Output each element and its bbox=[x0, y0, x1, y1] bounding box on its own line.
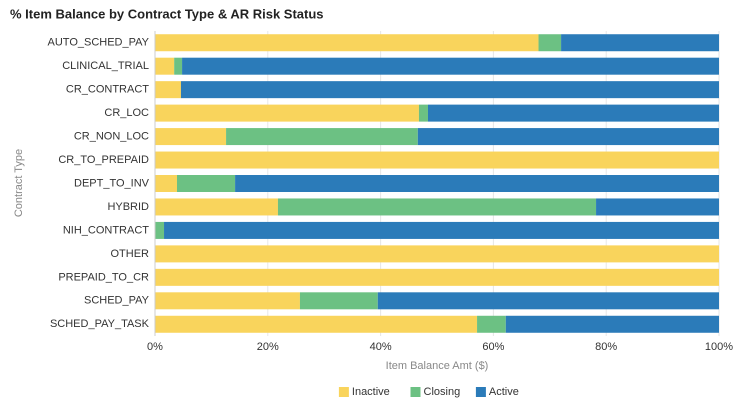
bar-segment bbox=[155, 198, 278, 216]
bar-segment bbox=[155, 175, 177, 192]
bar-segment bbox=[418, 104, 428, 122]
x-tick-label: 100% bbox=[705, 341, 733, 353]
bar-segment bbox=[477, 315, 506, 333]
bar-segment bbox=[561, 34, 719, 52]
bar-segment bbox=[277, 198, 597, 216]
bar-segment bbox=[596, 198, 719, 216]
bar-segment bbox=[226, 128, 418, 146]
x-tick-label: 40% bbox=[370, 341, 392, 353]
y-tick-label: OTHER bbox=[111, 248, 150, 260]
y-tick-label: CR_LOC bbox=[104, 107, 149, 119]
y-tick-label: NIH_CONTRACT bbox=[63, 224, 149, 236]
bar-segment bbox=[155, 57, 175, 75]
bar-segment bbox=[174, 57, 183, 75]
y-tick-label: DEPT_TO_INV bbox=[74, 177, 150, 189]
bar-segment bbox=[155, 34, 539, 52]
x-axis-label: Item Balance Amt ($) bbox=[386, 360, 489, 372]
bar-segment bbox=[235, 175, 719, 192]
bar-segment bbox=[155, 151, 719, 169]
bar-segment bbox=[155, 104, 419, 122]
bar-segment bbox=[538, 34, 562, 52]
bar-segment bbox=[155, 245, 719, 263]
y-tick-label: SCHED_PAY bbox=[84, 295, 150, 307]
bar-segment bbox=[155, 268, 719, 286]
y-tick-label: SCHED_PAY_TASK bbox=[50, 318, 150, 330]
bar-segment bbox=[377, 292, 719, 310]
bar-segment bbox=[155, 128, 227, 146]
y-tick-label: CR_CONTRACT bbox=[66, 84, 149, 96]
legend-label: Inactive bbox=[352, 386, 390, 398]
bar-segment bbox=[155, 315, 478, 333]
bar-segment bbox=[164, 221, 720, 239]
legend-label: Active bbox=[489, 386, 519, 398]
y-tick-label: CR_NON_LOC bbox=[74, 130, 149, 142]
bar-segment bbox=[417, 128, 719, 146]
x-tick-label: 60% bbox=[482, 341, 504, 353]
bar-segment bbox=[427, 104, 719, 122]
bar-segment bbox=[505, 315, 719, 333]
x-tick-label: 0% bbox=[147, 341, 163, 353]
bar-segment bbox=[299, 292, 378, 310]
bar-segment bbox=[155, 81, 181, 99]
bar-segment bbox=[180, 81, 720, 99]
x-tick-label: 20% bbox=[257, 341, 279, 353]
bar-segment bbox=[155, 221, 165, 239]
y-tick-label: CR_TO_PREPAID bbox=[58, 154, 149, 166]
y-tick-label: PREPAID_TO_CR bbox=[58, 271, 149, 283]
x-tick-label: 80% bbox=[595, 341, 617, 353]
legend-swatch bbox=[338, 387, 349, 397]
y-axis-label: Contract Type bbox=[13, 149, 25, 217]
bar-segment bbox=[176, 175, 236, 192]
y-tick-label: CLINICAL_TRIAL bbox=[62, 60, 149, 72]
legend-swatch bbox=[475, 387, 486, 397]
y-tick-label: AUTO_SCHED_PAY bbox=[48, 37, 150, 49]
y-tick-label: HYBRID bbox=[107, 201, 149, 213]
legend-label: Closing bbox=[424, 386, 461, 398]
chart-title: % Item Balance by Contract Type & AR Ris… bbox=[10, 6, 324, 21]
bar-segment bbox=[155, 292, 300, 310]
legend-swatch bbox=[410, 387, 421, 397]
bar-segment bbox=[182, 57, 719, 75]
